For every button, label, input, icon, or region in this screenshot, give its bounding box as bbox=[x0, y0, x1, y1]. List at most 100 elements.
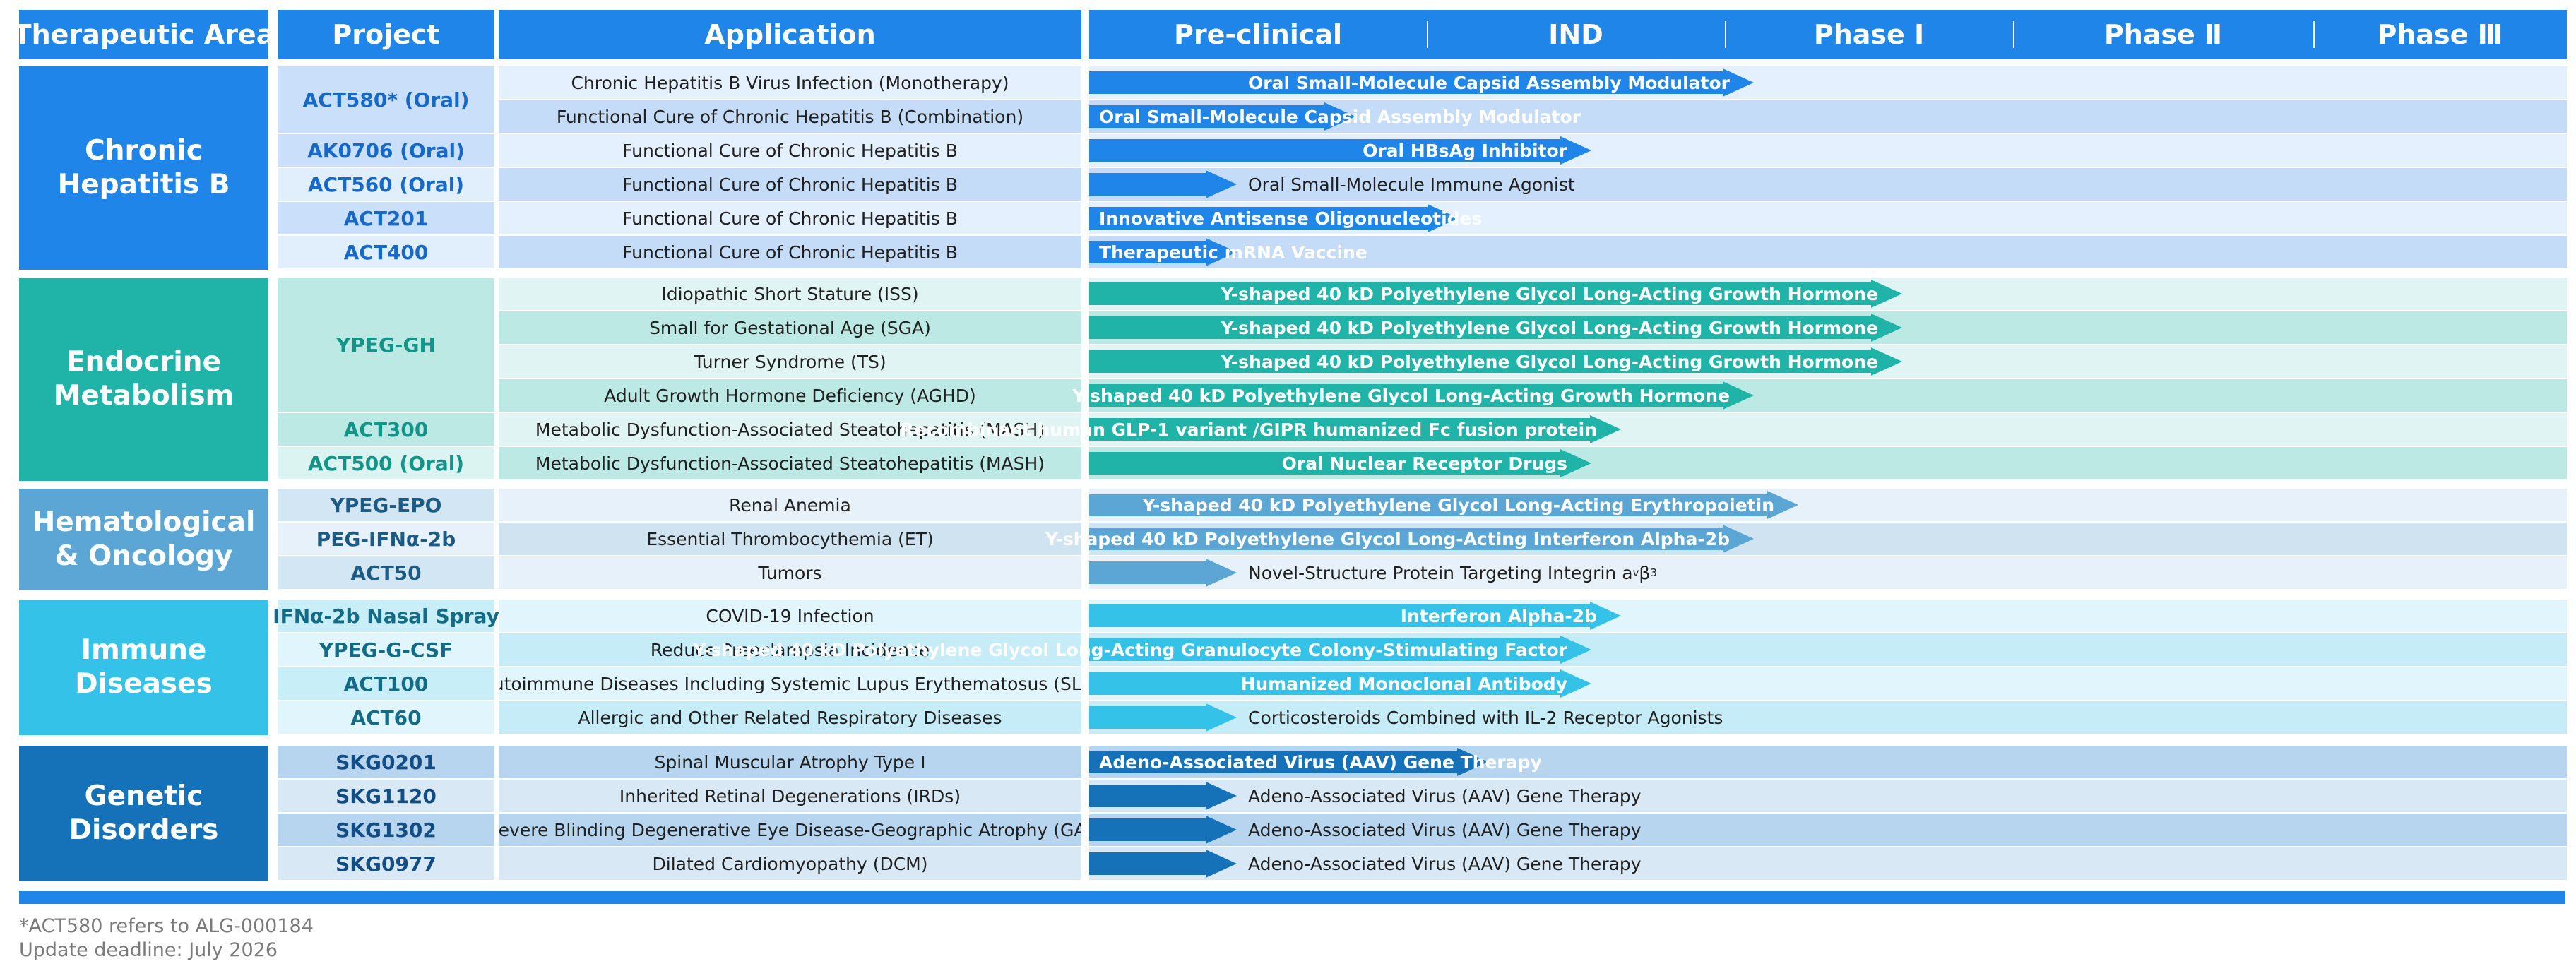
progress-arrow-pre-clinical bbox=[1089, 559, 1237, 587]
application-name: Inherited Retinal Degenerations (IRDs) bbox=[499, 780, 1081, 812]
application-name: Idiopathic Short Stature (ISS) bbox=[499, 278, 1081, 310]
phase-divider bbox=[1725, 21, 1726, 48]
progress-arrow-phase- bbox=[1089, 449, 1591, 477]
arrow-label: Innovative Antisense Oligonucleotides bbox=[1099, 208, 1483, 229]
project-name: ACT560 (Oral) bbox=[278, 168, 494, 201]
phase-divider bbox=[2013, 21, 2014, 48]
application-name: Small for Gestational Age (SGA) bbox=[499, 311, 1081, 344]
header-application: Application bbox=[499, 10, 1081, 59]
area-label-line: Diseases bbox=[75, 668, 213, 700]
arrow-label-text: Corticosteroids Combined with IL-2 Recep… bbox=[1248, 707, 1723, 728]
progress-arrow-phase- bbox=[1089, 68, 1754, 97]
pipeline-row-background bbox=[1089, 236, 2567, 268]
project-name: ACT201 bbox=[278, 202, 494, 234]
header-therapeutic-area: Therapeutic Area bbox=[13, 10, 274, 59]
application-name: Metabolic Dysfunction-Associated Steatoh… bbox=[499, 413, 1081, 446]
progress-arrow-ind bbox=[1089, 748, 1488, 776]
label-beta: β bbox=[1639, 562, 1651, 583]
application-name: Turner Syndrome (TS) bbox=[499, 345, 1081, 378]
application-name: Spinal Muscular Atrophy Type I bbox=[499, 746, 1081, 778]
application-name: Allergic and Other Related Respiratory D… bbox=[499, 701, 1081, 734]
area-label-line: Hematological bbox=[32, 506, 256, 538]
progress-arrow-phase- bbox=[1089, 602, 1621, 630]
application-name: Metabolic Dysfunction-Associated Steatoh… bbox=[499, 447, 1081, 479]
area-genetic: Genetic Disorders bbox=[19, 746, 268, 881]
arrow-label: Interferon Alpha-2b bbox=[1400, 605, 1597, 626]
project-name: ACT580* (Oral) bbox=[278, 66, 494, 133]
application-name: Renal Anemia bbox=[499, 489, 1081, 521]
arrow-label: Adeno-Associated Virus (AAV) Gene Therap… bbox=[1099, 751, 1542, 773]
progress-arrow-phase- bbox=[1089, 136, 1591, 165]
application-name: Essential Thrombocythemia (ET) bbox=[499, 523, 1081, 555]
arrow-label-text: Adeno-Associated Virus (AAV) Gene Therap… bbox=[1248, 785, 1642, 806]
area-hematological: Hematological & Oncology bbox=[19, 489, 268, 590]
application-name: COVID-19 Infection bbox=[499, 600, 1081, 632]
project-name: AK0706 (Oral) bbox=[278, 134, 494, 167]
application-name: Reduce Preeclampsia Incidence bbox=[499, 633, 1081, 666]
area-label-line: Hepatitis B bbox=[57, 169, 230, 201]
phase-divider bbox=[2313, 21, 2315, 48]
project-name: SKG1302 bbox=[278, 814, 494, 846]
application-name: Dilated Cardiomyopathy (DCM) bbox=[499, 847, 1081, 880]
application-name: Functional Cure of Chronic Hepatitis B bbox=[499, 134, 1081, 167]
project-name: SKG0977 bbox=[278, 847, 494, 880]
project-name: ACT50 bbox=[278, 556, 494, 589]
project-name: PEG-IFNα-2b bbox=[278, 523, 494, 555]
progress-arrow-phase- bbox=[1089, 525, 1754, 553]
project-name: ACT400 bbox=[278, 236, 494, 268]
phase-1: Phase Ⅰ bbox=[1813, 19, 1925, 50]
project-name: ACT60 bbox=[278, 701, 494, 734]
project-name: YPEG-GH bbox=[278, 278, 494, 412]
arrow-label: Oral Small-Molecule Immune Agonist bbox=[1248, 173, 1575, 196]
application-name: Functional Cure of Chronic Hepatitis B bbox=[499, 236, 1081, 268]
arrow-label: Y-shaped 40 kD Polyethylene Glycol Long-… bbox=[693, 639, 1567, 660]
pipeline-row-background bbox=[1089, 168, 2567, 201]
arrow-label: Novel-Structure Protein Targeting Integr… bbox=[1248, 561, 1657, 584]
progress-arrow-pre-clinical bbox=[1089, 170, 1237, 198]
arrow-label-text: Adeno-Associated Virus (AAV) Gene Therap… bbox=[1248, 853, 1642, 874]
header-phases bbox=[1089, 10, 2567, 59]
progress-arrow-pre-clinical bbox=[1089, 816, 1237, 844]
application-name: Functional Cure of Chronic Hepatitis B bbox=[499, 202, 1081, 234]
area-endocrine: Endocrine Metabolism bbox=[19, 278, 268, 481]
arrow-label: Oral Small-Molecule Capsid Assembly Modu… bbox=[1248, 72, 1730, 93]
area-hepatitis: Chronic Hepatitis B bbox=[19, 66, 268, 270]
arrow-label: Humanized Monoclonal Antibody bbox=[1240, 673, 1567, 694]
phase-preclinical: Pre-clinical bbox=[1174, 19, 1342, 50]
project-name: SKG0201 bbox=[278, 746, 494, 778]
progress-arrow-phase- bbox=[1089, 636, 1591, 664]
arrow-label: Oral Nuclear Receptor Drugs bbox=[1281, 453, 1567, 474]
progress-arrow-pre-clinical bbox=[1089, 782, 1237, 810]
arrow-label: Y-shaped 40 kD Polyethylene Glycol Long-… bbox=[1221, 317, 1878, 338]
area-label-line: Immune bbox=[81, 634, 207, 666]
area-label-line: Endocrine bbox=[66, 346, 222, 378]
application-name: Functional Cure of Chronic Hepatitis B bbox=[499, 168, 1081, 201]
arrow-label: Y-shaped 40 kD Polyethylene Glycol Long-… bbox=[1142, 494, 1774, 516]
pipeline-row-background bbox=[1089, 814, 2567, 846]
project-name: ACT300 bbox=[278, 413, 494, 446]
progress-arrow-phase- bbox=[1089, 314, 1902, 342]
phase-ind: IND bbox=[1548, 19, 1603, 50]
area-label-line: Genetic bbox=[84, 780, 203, 812]
arrow-label: Recombinant human GLP-1 variant /GIPR hu… bbox=[900, 419, 1597, 440]
progress-arrow-pre-clinical bbox=[1089, 238, 1237, 266]
progress-arrow-phase- bbox=[1089, 491, 1798, 519]
progress-arrow-phase- bbox=[1089, 280, 1902, 308]
arrow-label-text: Novel-Structure Protein Targeting Integr… bbox=[1248, 562, 1633, 583]
area-label-line: Chronic bbox=[85, 135, 203, 167]
label-subscript: 3 bbox=[1650, 566, 1657, 579]
arrow-label: Adeno-Associated Virus (AAV) Gene Therap… bbox=[1248, 852, 1642, 875]
progress-arrow-phase- bbox=[1089, 381, 1754, 410]
project-name: YPEG-EPO bbox=[278, 489, 494, 521]
application-name: Chronic Hepatitis B Virus Infection (Mon… bbox=[499, 66, 1081, 99]
progress-arrow-pre-clinical bbox=[1089, 850, 1237, 878]
application-name: Adult Growth Hormone Deficiency (AGHD) bbox=[499, 379, 1081, 412]
project-name: ACT500 (Oral) bbox=[278, 447, 494, 479]
progress-arrow-ind bbox=[1089, 102, 1355, 131]
application-name: Functional Cure of Chronic Hepatitis B (… bbox=[499, 100, 1081, 133]
pipeline-row-background bbox=[1089, 780, 2567, 812]
project-name: ACT100 bbox=[278, 667, 494, 700]
application-name: Autoimmune Diseases Including Systemic L… bbox=[499, 667, 1081, 700]
arrow-label: Oral Small-Molecule Capsid Assembly Modu… bbox=[1099, 106, 1581, 127]
application-name: Severe Blinding Degenerative Eye Disease… bbox=[499, 814, 1081, 846]
